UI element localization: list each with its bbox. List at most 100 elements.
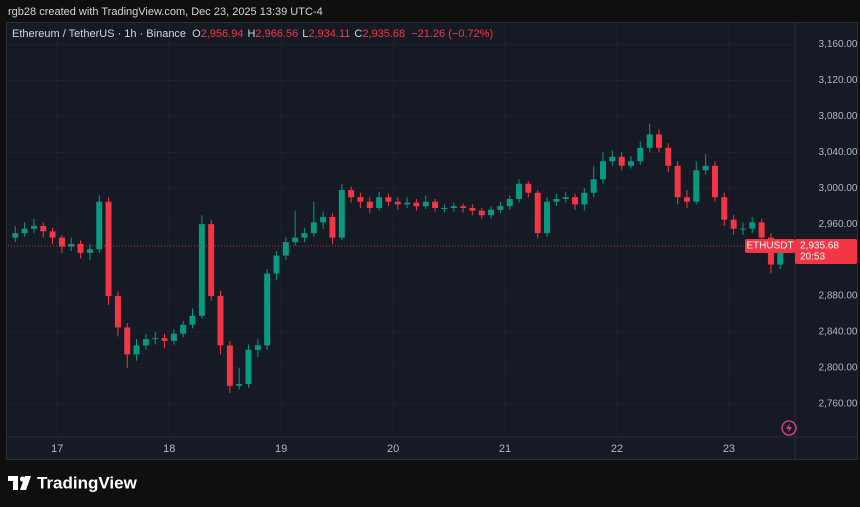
candle-body bbox=[758, 222, 765, 238]
grid: 2,760.00 2,800.00 2,840.00 2,880.00 2,960.00… bbox=[8, 23, 858, 455]
candle-body bbox=[301, 233, 308, 238]
candle-body bbox=[497, 206, 504, 210]
ohlc-value: 2,935.68 bbox=[362, 28, 405, 40]
x-tick-label: 22 bbox=[611, 443, 623, 455]
candle-body bbox=[68, 243, 75, 247]
candle-body bbox=[264, 273, 271, 346]
y-tick-label: 3,040.00 bbox=[819, 147, 858, 158]
price-tag-label: 2,935.68 bbox=[800, 241, 839, 252]
candle-body bbox=[329, 216, 336, 238]
chart-panel bbox=[6, 22, 858, 460]
candle-body bbox=[385, 197, 392, 202]
candle-body bbox=[114, 296, 121, 328]
candle-body bbox=[674, 165, 681, 198]
change: −21.26 (−0.72%) bbox=[411, 28, 493, 40]
ohlc-key: L bbox=[302, 28, 308, 40]
x-tick-label: 20 bbox=[387, 443, 399, 455]
candle-body bbox=[86, 249, 93, 253]
candle-body bbox=[450, 206, 457, 208]
candle-body bbox=[282, 242, 289, 256]
candle-body bbox=[12, 233, 19, 238]
ohlc-key: H bbox=[247, 28, 255, 40]
candle-body bbox=[58, 237, 65, 247]
candle-body bbox=[226, 345, 233, 386]
candle-body bbox=[600, 161, 607, 180]
candle-body bbox=[357, 197, 364, 202]
symbol-title: Ethereum / TetherUS · 1h · Binance bbox=[12, 28, 186, 40]
ohlc-key: O bbox=[192, 28, 201, 40]
candle-body bbox=[292, 237, 299, 243]
candle-body bbox=[217, 296, 224, 346]
legend-header: Ethereum / TetherUS · 1h · Binance O 2,95… bbox=[12, 28, 493, 40]
candle-body bbox=[516, 183, 523, 200]
y-tick-label: 2,840.00 bbox=[819, 327, 858, 338]
candle-body bbox=[124, 327, 131, 355]
y-tick-label: 2,960.00 bbox=[819, 219, 858, 230]
ohlc-value: 2,956.94 bbox=[201, 28, 244, 40]
candle-body bbox=[236, 384, 243, 386]
caption: rgb28 created with TradingView.com, Dec … bbox=[8, 6, 323, 18]
candle-body bbox=[310, 222, 317, 234]
candle-body bbox=[627, 161, 634, 166]
y-tick-label: 2,880.00 bbox=[819, 291, 858, 302]
candle-body bbox=[711, 165, 718, 198]
candle-body bbox=[180, 324, 187, 334]
brand-logo: TradingView bbox=[8, 473, 138, 492]
candle-body bbox=[683, 197, 690, 202]
candle-body bbox=[730, 219, 737, 229]
candle-body bbox=[404, 202, 411, 205]
candle-body bbox=[581, 192, 588, 205]
x-tick-label: 18 bbox=[163, 443, 175, 455]
candle-body bbox=[553, 199, 560, 202]
candles bbox=[12, 123, 784, 393]
candle-body bbox=[441, 207, 448, 209]
candle-body bbox=[198, 224, 205, 316]
candle-body bbox=[702, 165, 709, 171]
candle-body bbox=[30, 225, 37, 229]
candle-body bbox=[460, 206, 467, 208]
countdown: 20:53 bbox=[800, 252, 825, 263]
symbol-tag-label: ETHUSDT bbox=[746, 241, 793, 252]
y-tick-label: 3,000.00 bbox=[819, 183, 858, 194]
candle-body bbox=[245, 349, 252, 385]
ohlc-key: C bbox=[354, 28, 362, 40]
candle-body bbox=[273, 255, 280, 274]
candle-body bbox=[506, 199, 513, 207]
candle-body bbox=[637, 147, 644, 162]
candle-body bbox=[749, 222, 756, 229]
candle-body bbox=[348, 190, 355, 198]
candle-body bbox=[478, 210, 485, 216]
candle-body bbox=[208, 224, 215, 297]
candle-body bbox=[105, 201, 112, 297]
candle-body bbox=[21, 228, 28, 234]
candle-body bbox=[432, 201, 439, 208]
candle-body bbox=[170, 333, 177, 341]
candle-body bbox=[618, 156, 625, 166]
candle-body bbox=[366, 201, 373, 208]
candle-body bbox=[422, 201, 429, 207]
flash-icon bbox=[781, 420, 797, 436]
candle-body bbox=[721, 197, 728, 220]
y-tick-label: 2,800.00 bbox=[819, 362, 858, 373]
candle-body bbox=[739, 228, 746, 230]
price-tag bbox=[795, 239, 857, 265]
x-tick-label: 19 bbox=[275, 443, 287, 455]
candle-body bbox=[572, 197, 579, 205]
candle-body bbox=[189, 315, 196, 325]
candle-body bbox=[590, 179, 597, 193]
candle-body bbox=[413, 202, 420, 207]
x-tick-label: 17 bbox=[51, 443, 63, 455]
candle-body bbox=[142, 339, 149, 346]
candle-body bbox=[525, 183, 532, 193]
candle-body bbox=[777, 246, 784, 265]
candle-body bbox=[655, 134, 662, 148]
y-tick-label: 3,080.00 bbox=[819, 111, 858, 122]
candle-body bbox=[665, 147, 672, 166]
y-tick-label: 3,120.00 bbox=[819, 75, 858, 86]
symbol-tag bbox=[745, 239, 795, 254]
candle-body bbox=[152, 338, 159, 340]
candle-body bbox=[488, 209, 495, 216]
candle-body bbox=[544, 201, 551, 234]
candle-body bbox=[469, 207, 476, 211]
